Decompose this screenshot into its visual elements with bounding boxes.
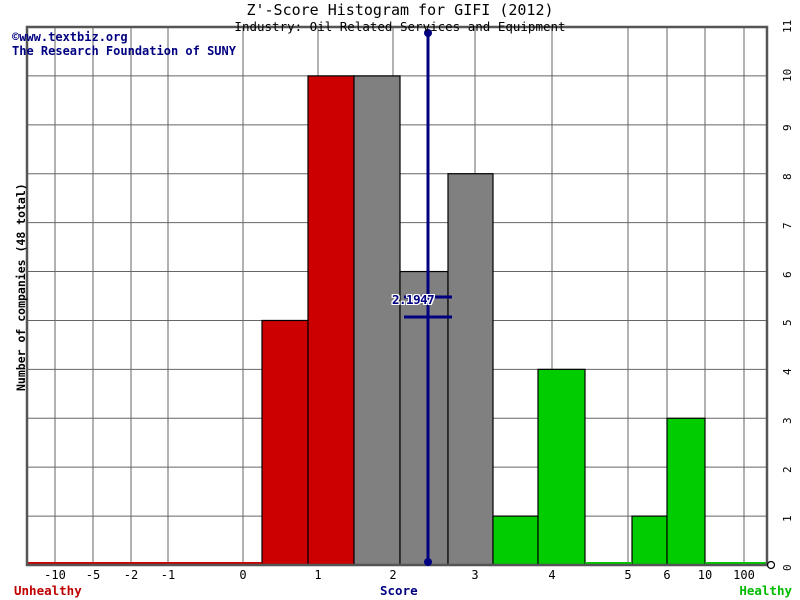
- x-tick-label: -1: [160, 568, 176, 582]
- healthy-legend-label: Healthy: [739, 583, 792, 598]
- unhealthy-legend-label: Unhealthy: [14, 583, 82, 598]
- x-tick-label: 4: [548, 568, 556, 582]
- x-tick-label: 6: [663, 568, 671, 582]
- y-tick-label: 8: [781, 173, 794, 180]
- axis-frame: [25, 25, 776, 570]
- x-tick-label: 5: [624, 568, 632, 582]
- y-tick-label: 2: [781, 466, 794, 474]
- x-tick-label: -5: [85, 568, 101, 582]
- x-tick-label: -10: [44, 568, 66, 582]
- score-marker: [404, 29, 452, 566]
- x-tick-label: 3: [471, 568, 479, 582]
- y-tick-label: 1: [781, 515, 794, 523]
- chart-subtitle: Industry: Oil Related Services and Equip…: [234, 19, 566, 34]
- x-tick-label: 2: [389, 568, 397, 582]
- y-tick-label: 5: [781, 319, 794, 327]
- y-tick-label: 0: [781, 564, 794, 571]
- score-marker-label: 2.1947: [392, 292, 435, 307]
- y-tick-label: 3: [781, 417, 794, 425]
- y-tick-label: 7: [781, 222, 794, 229]
- y-tick-label: 11: [781, 19, 794, 33]
- x-tick-label: 1: [314, 568, 322, 582]
- x-axis-label: Score: [380, 583, 418, 598]
- histogram-bars: [261, 75, 706, 566]
- x-tick-label: 100: [733, 568, 755, 582]
- credit-line-1: ©www.textbiz.org: [12, 30, 128, 44]
- credit-line-2: The Research Foundation of SUNY: [12, 44, 236, 58]
- y-tick-label: 9: [781, 124, 794, 131]
- y-tick-label: 10: [781, 68, 794, 82]
- y-tick-label: 4: [781, 368, 794, 376]
- credit-watermark: ©www.textbiz.org The Research Foundation…: [12, 30, 236, 58]
- x-tick-label: -2: [123, 568, 139, 582]
- x-tick-label: 0: [239, 568, 247, 582]
- chart-title: Z'-Score Histogram for GIFI (2012): [246, 1, 554, 19]
- x-tick-label: 10: [697, 568, 713, 582]
- y-tick-label: 6: [781, 270, 794, 278]
- y-axis-label: Number of companies (48 total): [14, 183, 28, 391]
